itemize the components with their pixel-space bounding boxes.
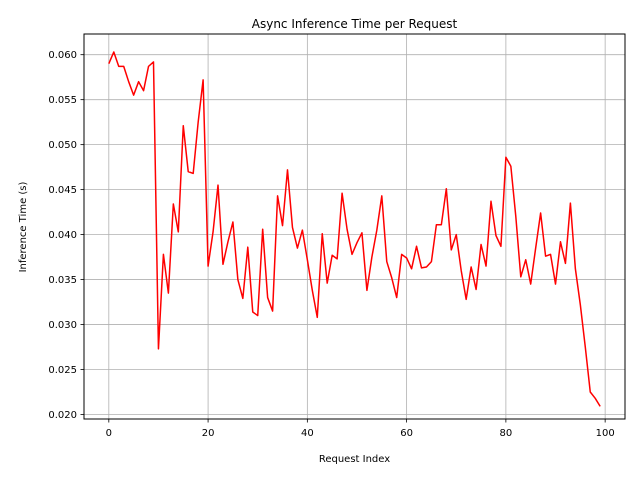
series-line <box>108 51 601 407</box>
y-tick-label: 0.045 <box>48 185 77 196</box>
x-tick-label: 0 <box>106 428 112 439</box>
chart-title: Async Inference Time per Request <box>252 17 458 31</box>
y-axis-label: Inference Time (s) <box>18 181 29 272</box>
x-tick-label: 80 <box>500 428 513 439</box>
grid-lines <box>84 34 625 419</box>
x-tick-label: 20 <box>202 428 215 439</box>
y-tick-label: 0.025 <box>48 365 77 376</box>
y-tick-label: 0.060 <box>48 50 77 61</box>
y-tick-label: 0.020 <box>48 410 77 421</box>
x-tick-label: 40 <box>301 428 314 439</box>
y-axis-ticks: 0.020 0.025 0.030 0.035 0.040 0.045 0.050 0.055… <box>48 50 84 421</box>
plot-frame <box>83 33 626 420</box>
y-tick-label: 0.050 <box>48 140 77 151</box>
y-tick-label: 0.030 <box>48 320 77 331</box>
y-tick-label: 0.035 <box>48 275 77 286</box>
x-axis-label: Request Index <box>319 454 390 465</box>
x-axis-ticks: 0 20 40 60 80 100 <box>106 419 615 439</box>
y-tick-label: 0.040 <box>48 230 77 241</box>
y-tick-label: 0.055 <box>48 95 77 106</box>
x-tick-label: 60 <box>400 428 413 439</box>
x-tick-label: 100 <box>596 428 615 439</box>
series-group <box>108 51 601 407</box>
